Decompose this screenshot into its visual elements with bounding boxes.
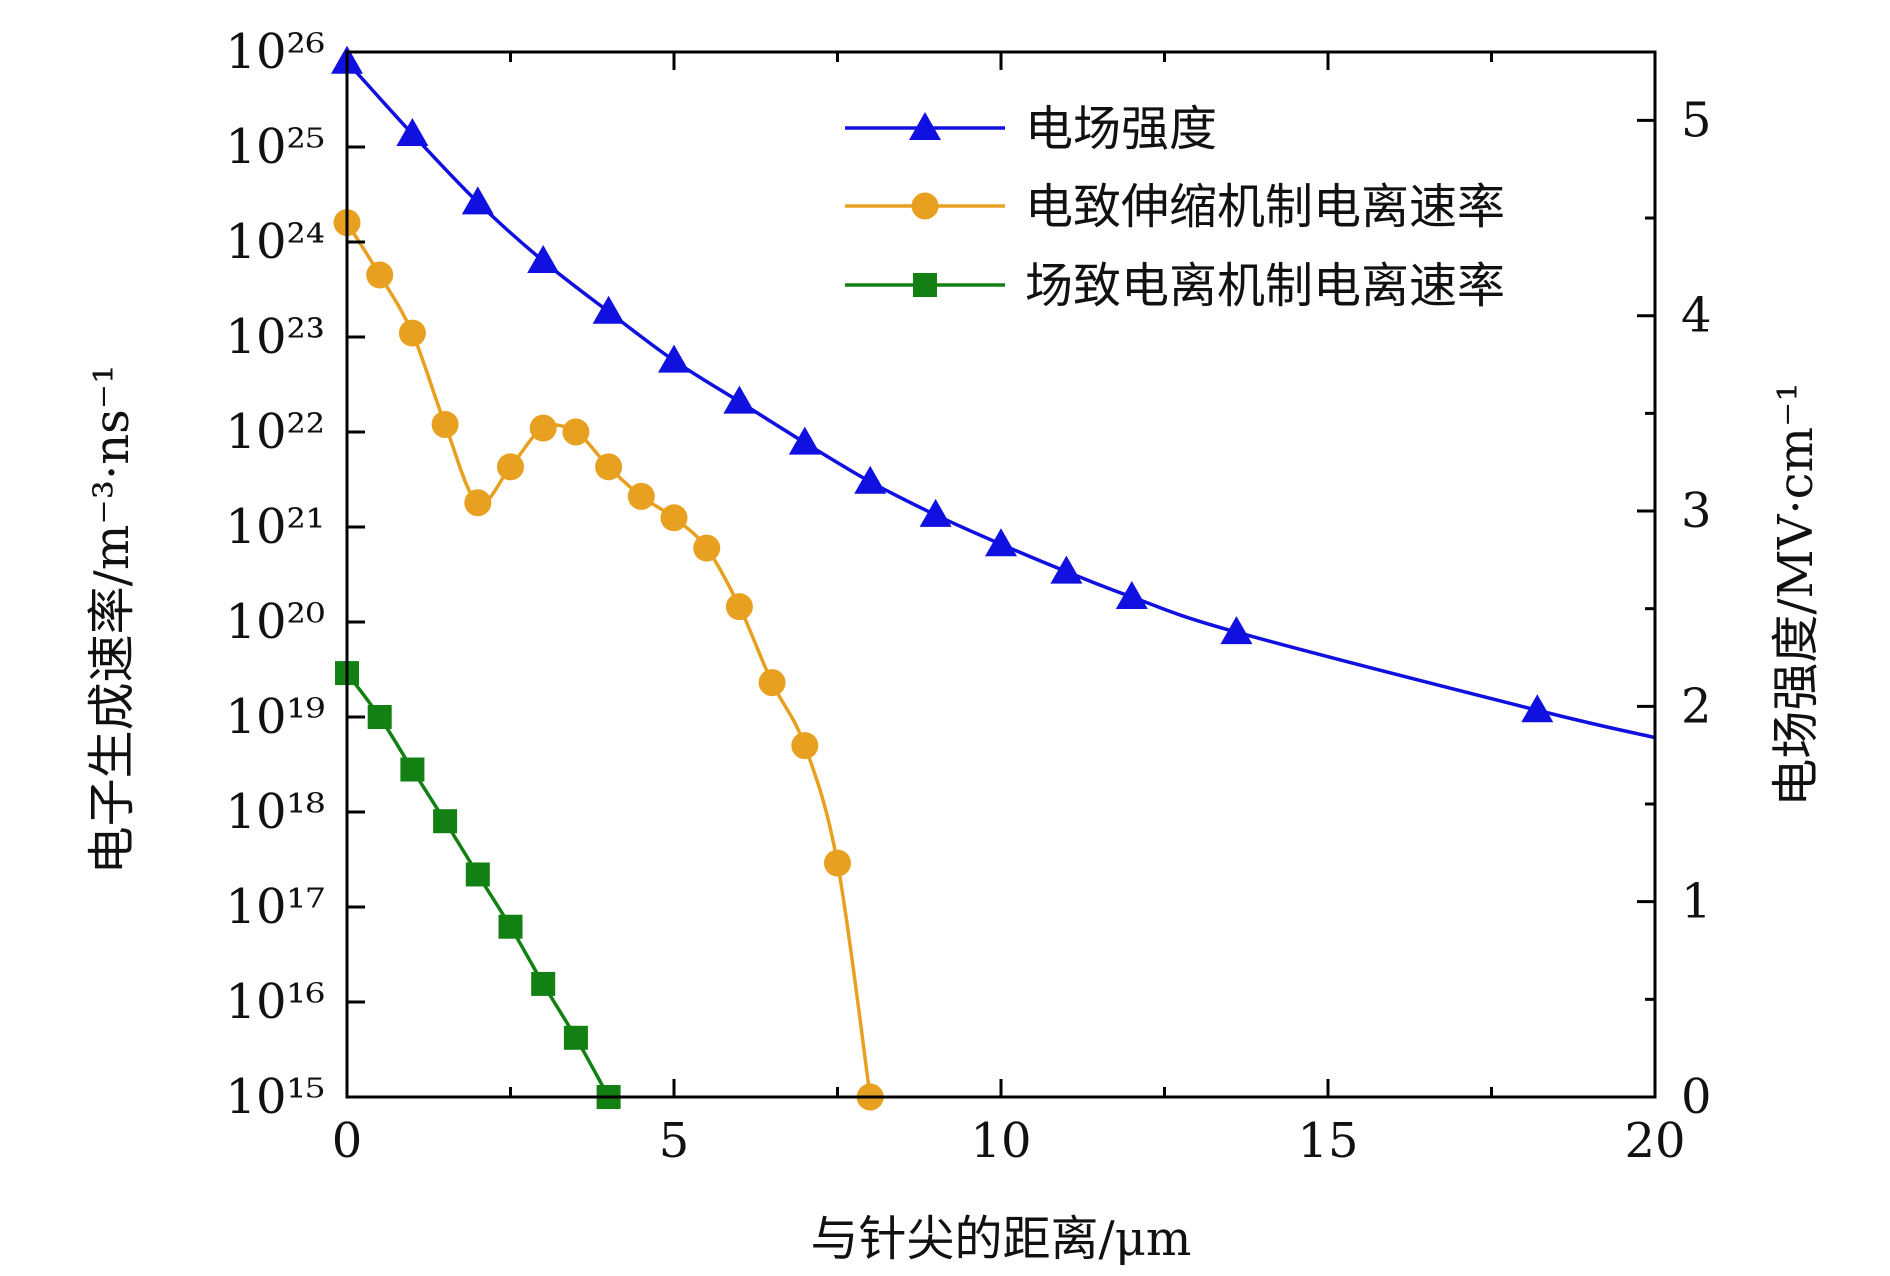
legend-label: 电致伸缩机制电离速率: [1025, 179, 1505, 235]
legend-label: 电场强度: [1025, 101, 1217, 157]
series-2-point: [824, 849, 851, 877]
series-2-point: [529, 414, 557, 442]
series-3-point: [465, 862, 490, 887]
legend-label: 场致电离机制电离速率: [1025, 258, 1505, 314]
series-3-point: [433, 809, 458, 834]
y-tick-label-left: 10²²: [225, 404, 325, 460]
series-2-point: [366, 261, 394, 289]
series-2-point: [791, 732, 819, 760]
legend-marker: [909, 112, 941, 140]
y-tick-label-left: 10¹⁷: [225, 879, 325, 935]
y-tick-label-left: 10²³: [225, 309, 325, 365]
series-1-point: [592, 295, 625, 324]
series-1-point: [788, 426, 821, 455]
series-2-point: [398, 319, 426, 347]
series-1-point: [723, 385, 756, 414]
legend-marker: [913, 273, 937, 297]
plot-markers: [331, 45, 1554, 1111]
x-tick-label: 5: [659, 1113, 690, 1169]
x-axis-title: 与针尖的距离/μm: [811, 1211, 1192, 1267]
series-1-point: [527, 245, 560, 273]
series-1-line: [345, 60, 1656, 740]
x-tick-label: 15: [1297, 1113, 1358, 1169]
series-1-point: [985, 528, 1017, 557]
series-2-point: [464, 489, 492, 517]
y-tick-label-left: 10²⁶: [225, 24, 325, 80]
series-3-point: [563, 1025, 588, 1050]
series-1-point: [919, 498, 952, 527]
series-3-point: [498, 914, 523, 939]
y-axis-title-left: 电子生成速率/m⁻³·ns⁻¹: [84, 365, 140, 875]
series-2-point: [497, 453, 524, 481]
y-tick-label-right: 2: [1681, 678, 1712, 734]
y-axis-title-right: 电场强度/MV·cm⁻¹: [1768, 382, 1824, 806]
y-tick-label-left: 10²⁵: [225, 119, 325, 175]
series-2-point: [693, 534, 721, 562]
series-3-point: [400, 757, 425, 782]
ticks: [345, 50, 1657, 1099]
series-3-point: [367, 705, 392, 729]
series-1-point: [854, 465, 887, 494]
series-2-point: [627, 482, 655, 510]
series-2-point: [758, 669, 786, 697]
series-3-point: [531, 971, 556, 996]
y-tick-label-right: 5: [1681, 92, 1712, 148]
series-1-point: [1050, 555, 1083, 584]
x-tick-label: 10: [970, 1113, 1031, 1169]
series-2-point: [562, 418, 590, 446]
legend-marker: [911, 192, 939, 220]
y-tick-label-left: 10²⁰: [225, 594, 325, 650]
y-tick-label-right: 0: [1681, 1069, 1712, 1125]
series-2-point: [431, 410, 459, 438]
x-tick-label: 0: [332, 1113, 363, 1169]
series-2-point: [660, 504, 688, 532]
y-tick-label-left: 10¹⁹: [225, 689, 325, 745]
y-tick-label-right: 1: [1681, 874, 1712, 930]
series-1-point: [658, 344, 690, 373]
y-tick-label-left: 10¹⁸: [225, 784, 325, 840]
series-1-point: [396, 118, 429, 147]
series-2-line: [345, 221, 872, 1098]
x-tick-label: 20: [1624, 1113, 1685, 1169]
series-1-point: [461, 186, 494, 215]
y-tick-label-left: 10¹⁶: [225, 974, 325, 1030]
series-1-point: [1115, 580, 1148, 609]
y-tick-label-right: 3: [1681, 483, 1712, 539]
y-tick-label-left: 10¹⁵: [225, 1069, 325, 1125]
tick-labels: 0 5 10 15 2010¹⁵10¹⁶10¹⁷10¹⁸10¹⁹10²⁰10²¹10²²…: [225, 24, 1711, 1169]
series-2-point: [595, 453, 623, 481]
y-tick-label-left: 10²⁴: [225, 214, 325, 270]
series-1-point: [1220, 616, 1253, 645]
series-2-point: [725, 593, 753, 621]
series-1-point: [1521, 694, 1554, 723]
y-tick-label-left: 10²¹: [225, 499, 325, 555]
y-tick-label-right: 4: [1681, 288, 1712, 344]
